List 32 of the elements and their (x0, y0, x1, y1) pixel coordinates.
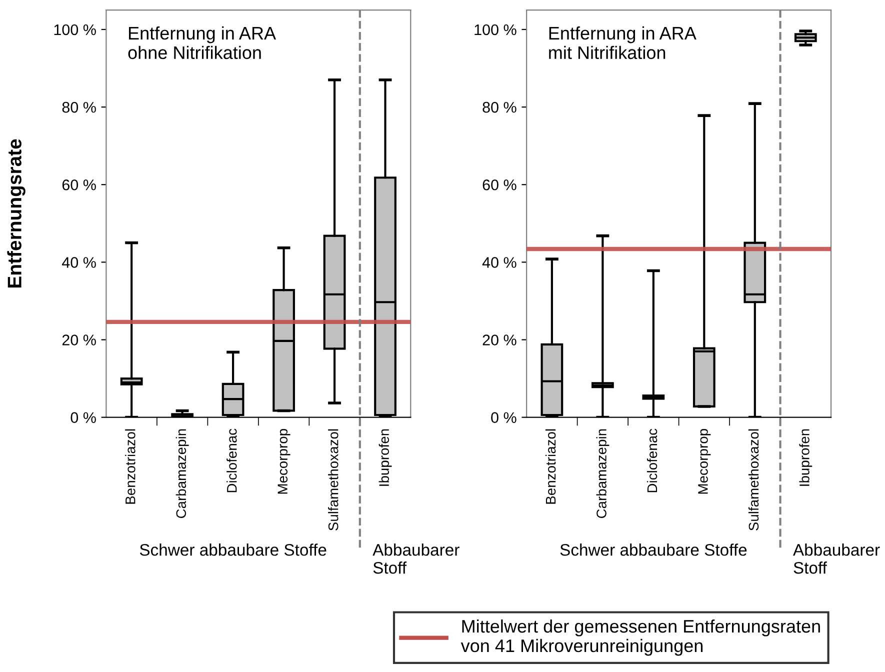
x-tick-label: Mecorprop (278, 429, 290, 494)
y-tick-label: 40 % (62, 257, 96, 268)
y-tick-label: 0 % (491, 412, 516, 423)
y-tick-label: 0 % (70, 412, 96, 423)
x-tick-label: Ibuprofen (799, 429, 812, 486)
x-tick-label: Sulfamethoxazol (328, 429, 338, 530)
x-tick-label: Benzotriazol (125, 429, 136, 504)
legend-label: Mittelwert der gemessenen Entfernungsraten von 41 Mikroverunreinigungen (460, 619, 820, 656)
x-tick-label: Benzotriazol (545, 429, 556, 504)
y-tick-label: 60 % (482, 179, 516, 190)
y-axis-title: Entfernungsrate (7, 139, 26, 288)
x-tick-label: Sulfamethoxazol (748, 429, 759, 530)
text: Entfernung in ARA ohne Nitrifikation (128, 26, 276, 60)
text: Schwer abbaubare Stoffe (140, 544, 326, 556)
x-tick-label: Mecorprop (698, 429, 711, 494)
text: Abbaubarer Stoff (372, 544, 460, 574)
text: Entfernung in ARA mit Nitrifikation (549, 26, 696, 60)
x-tick-label: Carbamazepin (596, 429, 610, 518)
x-tick-label: Diclofenac (226, 428, 237, 492)
x-tick-label: Diclofenac (646, 428, 658, 492)
text: Schwer abbaubare Stoffe (560, 544, 747, 556)
y-tick-label: 80 % (482, 102, 516, 113)
y-tick-label: 100 % (474, 24, 516, 36)
x-tick-label: Ibuprofen (378, 429, 392, 486)
y-tick-label: 80 % (62, 102, 96, 113)
y-tick-label: 40 % (482, 257, 516, 268)
y-tick-label: 20 % (62, 334, 96, 346)
y-tick-label: 20 % (482, 334, 516, 346)
y-tick-label: 100 % (54, 24, 96, 36)
x-tick-label: Carbamazepin (176, 429, 189, 518)
text: Abbaubarer Stoff (792, 544, 880, 574)
y-tick-label: 60 % (62, 179, 96, 190)
